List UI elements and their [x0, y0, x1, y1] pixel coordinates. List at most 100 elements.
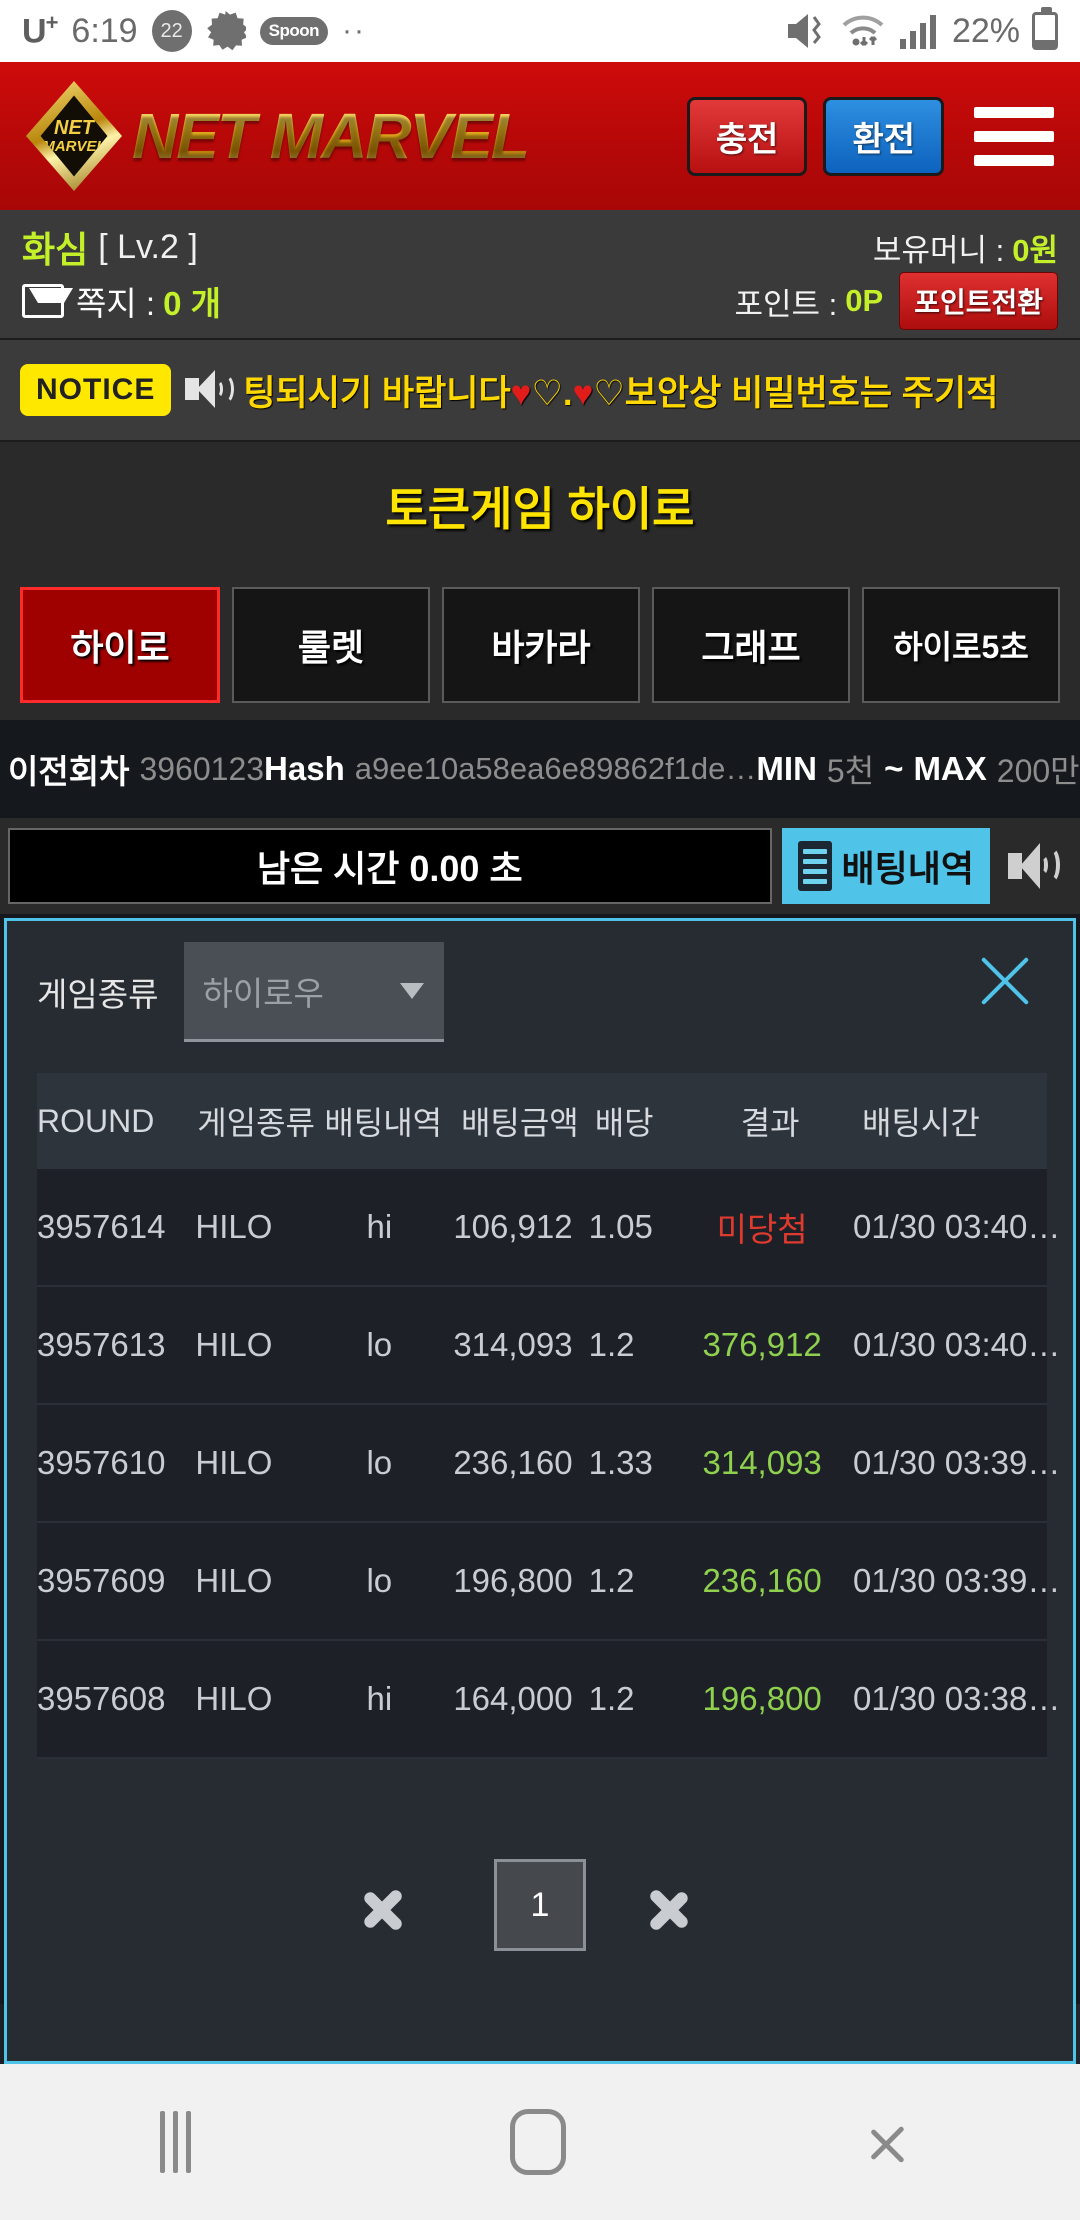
- cell-amount: 236,160: [453, 1444, 573, 1481]
- message-link[interactable]: 쪽지 : 0 개: [22, 277, 221, 325]
- user-nickname: 화심: [22, 229, 89, 270]
- notice-text-mid: .: [562, 373, 573, 413]
- cell-round: 3957614: [37, 1208, 166, 1245]
- cell-time: 01/30 03:39…: [853, 1444, 1061, 1481]
- table-header-row: ROUND 게임종류 배팅내역 배팅금액 배당 결과 배팅시간: [37, 1073, 1047, 1169]
- column-header-time: 배팅시간: [862, 1105, 980, 1141]
- tab-baccarat[interactable]: 바카라: [442, 587, 640, 703]
- point-value: 0P: [845, 283, 884, 318]
- cell-result: 376,912: [702, 1326, 822, 1363]
- notice-text: 팅되시기 바랍니다♥♡.♥♡보안상 비밀번호는 주기적: [243, 365, 998, 416]
- point-label: 포인트 :: [734, 286, 838, 322]
- money-display: 보유머니 : 0원: [873, 225, 1058, 270]
- spoon-icon: Spoon: [259, 17, 328, 45]
- table-row[interactable]: 3957609 HILO lo 196,800 1.2 236,160 01/3…: [37, 1523, 1061, 1641]
- cell-game: HILO: [195, 1444, 273, 1481]
- game-tab-bar: 하이로 룰렛 바카라 그래프 하이로5초: [0, 570, 1080, 720]
- notification-badge-icon: 22: [151, 10, 192, 52]
- betting-history-label: 배팅내역: [841, 848, 974, 889]
- cell-round: 3957609: [37, 1562, 166, 1599]
- tab-hilo5s[interactable]: 하이로5초: [862, 587, 1060, 703]
- page-title-label: 토큰게임 하이로: [385, 483, 695, 535]
- table-row[interactable]: 3957608 HILO hi 164,000 1.2 196,800 01/3…: [37, 1641, 1061, 1759]
- charge-button[interactable]: 충전: [686, 96, 808, 176]
- clock-label: 6:19: [71, 11, 138, 50]
- tab-graph[interactable]: 그래프: [652, 587, 850, 703]
- hash-value: a9ee10a58ea6e89862f1de…: [354, 751, 757, 786]
- cell-result: 미당첨: [716, 1211, 808, 1248]
- game-type-filter-label: 게임종류: [37, 976, 159, 1013]
- table-row[interactable]: 3957610 HILO lo 236,160 1.33 314,093 01/…: [37, 1405, 1061, 1523]
- cell-odds: 1.2: [588, 1562, 635, 1599]
- money-value: 0원: [1012, 232, 1058, 268]
- hash-label: Hash: [264, 750, 345, 787]
- limit-separator: ~: [884, 750, 904, 787]
- cell-time: 01/30 03:40…: [853, 1208, 1061, 1245]
- betting-history-table: ROUND 게임종류 배팅내역 배팅금액 배당 결과 배팅시간 3957614 …: [37, 1073, 1061, 1759]
- point-convert-button[interactable]: 포인트전환: [899, 272, 1058, 330]
- back-icon[interactable]: [869, 2109, 921, 2175]
- cell-round: 3957613: [37, 1326, 166, 1363]
- cell-bet: lo: [366, 1326, 393, 1363]
- chevron-down-icon: [400, 982, 425, 999]
- status-bar-right: 22%: [786, 7, 1058, 51]
- home-icon[interactable]: [509, 2109, 566, 2175]
- cell-amount: 164,000: [453, 1680, 573, 1717]
- cell-time: 01/30 03:39…: [853, 1562, 1061, 1599]
- page-number-button[interactable]: 1: [494, 1859, 586, 1951]
- table-row[interactable]: 3957614 HILO hi 106,912 1.05 미당첨 01/30 0…: [37, 1169, 1061, 1287]
- prev-round-label: 이전회차: [8, 753, 130, 790]
- cell-game: HILO: [195, 1326, 273, 1363]
- cell-time: 01/30 03:38…: [853, 1680, 1061, 1717]
- round-info-bar: 이전회차 3960123 Hash a9ee10a58ea6e89862f1de…: [0, 720, 1080, 818]
- table-row[interactable]: 3957613 HILO lo 314,093 1.2 376,912 01/3…: [37, 1287, 1060, 1405]
- site-header: NET MARVEL NET MARVEL 충전 환전: [0, 62, 1080, 210]
- game-type-select[interactable]: 하이로우: [184, 942, 445, 1042]
- user-info-row-1: 화심 [ Lv.2 ] 보유머니 : 0원: [22, 220, 1058, 274]
- cell-amount: 106,912: [453, 1208, 573, 1245]
- cell-round: 3957610: [37, 1444, 166, 1481]
- cell-odds: 1.05: [588, 1208, 653, 1245]
- logo-diamond-icon: NET MARVEL: [26, 81, 122, 191]
- cell-bet: lo: [366, 1562, 393, 1599]
- chevron-right-icon[interactable]: [644, 1868, 691, 1942]
- cell-result: 196,800: [702, 1680, 822, 1717]
- point-display: 포인트 : 0P 포인트전환: [734, 272, 1058, 330]
- money-label: 보유머니 :: [872, 232, 1005, 268]
- page-title: 토큰게임 하이로: [0, 442, 1080, 570]
- speaker-icon-toggle[interactable]: [1008, 841, 1064, 891]
- timer-row: 남은 시간 0.00 초 배팅내역: [0, 818, 1080, 914]
- heart-outline-icon: ♡: [531, 373, 563, 413]
- battery-icon: [1032, 7, 1058, 50]
- wifi-icon: [842, 15, 884, 47]
- logo-wordmark: NET MARVEL: [132, 100, 530, 172]
- site-logo[interactable]: NET MARVEL NET MARVEL: [26, 81, 530, 191]
- heart-filled-icon: ♥: [510, 373, 532, 413]
- notice-bar[interactable]: NOTICE 팅되시기 바랍니다♥♡.♥♡보안상 비밀번호는 주기적: [0, 338, 1080, 442]
- user-info-bar: 화심 [ Lv.2 ] 보유머니 : 0원 쪽지 : 0 개 포인트 : 0P …: [0, 210, 1080, 338]
- recent-apps-icon[interactable]: [159, 2111, 191, 2173]
- tab-roulette[interactable]: 룰렛: [232, 587, 430, 703]
- speaker-icon: [185, 370, 235, 410]
- cell-odds: 1.2: [588, 1680, 635, 1717]
- mail-icon: [22, 284, 73, 318]
- betting-history-button[interactable]: 배팅내역: [781, 828, 990, 904]
- close-icon[interactable]: [973, 949, 1037, 1013]
- cell-amount: 196,800: [453, 1562, 573, 1599]
- countdown-timer: 남은 시간 0.00 초: [8, 828, 772, 904]
- heart-outline-icon-2: ♡: [593, 373, 625, 413]
- hamburger-menu-icon[interactable]: [974, 101, 1054, 172]
- chevron-left-icon[interactable]: [361, 1868, 436, 1942]
- battery-percent-label: 22%: [951, 11, 1020, 50]
- notice-text-part1: 팅되시기 바랍니다: [243, 373, 511, 413]
- column-header-game: 게임종류: [197, 1105, 315, 1141]
- column-header-amount: 배팅금액: [460, 1105, 579, 1141]
- message-count: 0 개: [163, 285, 221, 322]
- pagination: 1: [7, 1859, 1073, 1951]
- notice-text-part2: 보안상 비밀번호는 주기적: [624, 373, 999, 413]
- column-header-odds: 배당: [594, 1105, 654, 1141]
- tab-hilo[interactable]: 하이로: [20, 587, 220, 703]
- cell-game: HILO: [195, 1680, 273, 1717]
- exchange-button[interactable]: 환전: [823, 96, 944, 176]
